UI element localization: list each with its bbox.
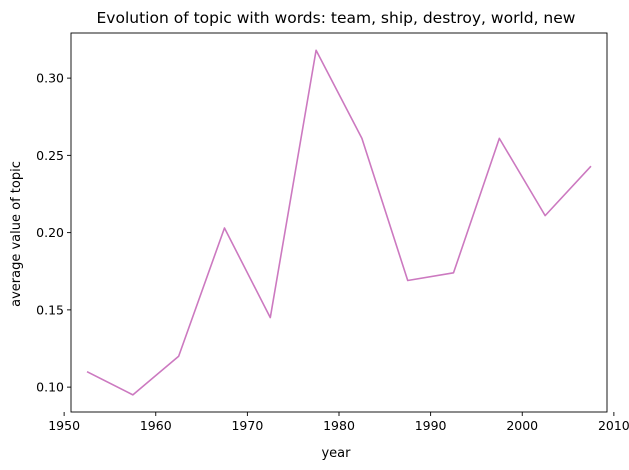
y-tick-label: 0.20 (36, 225, 64, 240)
y-tick-label: 0.15 (36, 302, 64, 317)
x-axis-ticks: 1950 1960 1970 1980 1990 2000 2010 (48, 412, 629, 433)
y-tick-label: 0.30 (36, 71, 64, 86)
y-tick-label: 0.25 (36, 148, 64, 163)
plot-frame (70, 32, 608, 413)
x-tick-label: 1970 (231, 418, 263, 433)
x-tick-label: 1990 (415, 418, 447, 433)
y-tick-label: 0.10 (36, 380, 64, 395)
y-axis-ticks: 0.10 0.15 0.20 0.25 0.30 (36, 71, 71, 395)
y-axis-label: average value of topic (9, 161, 24, 307)
x-tick-label: 2010 (598, 418, 629, 433)
x-tick-label: 2000 (506, 418, 538, 433)
series-line (86, 49, 592, 396)
series-layer (86, 49, 592, 396)
chart-title: Evolution of topic with words: team, shi… (97, 9, 576, 27)
x-tick-label: 1950 (48, 418, 80, 433)
x-axis-label: year (321, 446, 351, 461)
x-tick-label: 1960 (140, 418, 172, 433)
x-tick-label: 1980 (323, 418, 355, 433)
